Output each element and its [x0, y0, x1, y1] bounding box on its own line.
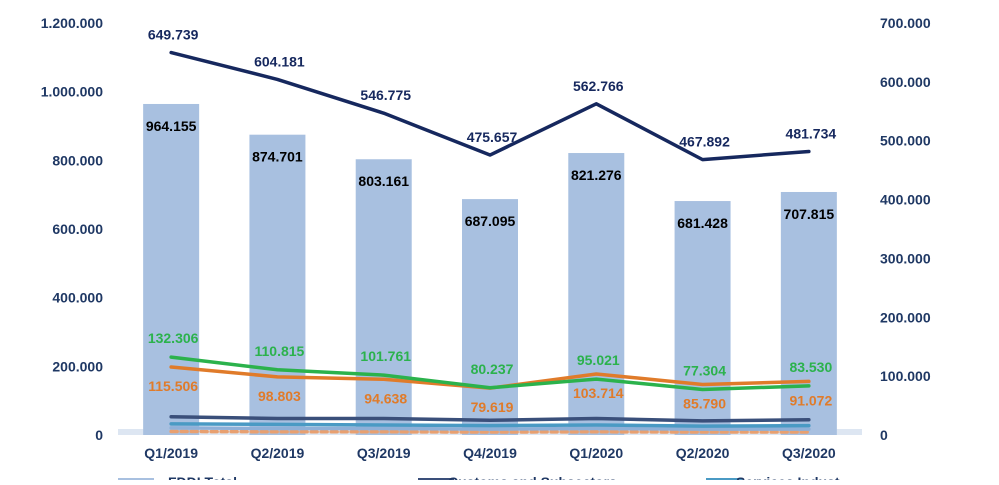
x-axis-tick-label: Q1/2019 — [144, 445, 198, 461]
line-data-label: 85.790 — [683, 396, 726, 412]
bar-data-label: 964.155 — [146, 118, 197, 134]
x-axis-tick-label: Q1/2020 — [569, 445, 623, 461]
legend-entry: FDDI Total — [168, 474, 237, 480]
right-axis-tick-label: 300.000 — [880, 250, 931, 266]
line-data-label: 98.803 — [258, 388, 301, 404]
bar — [568, 153, 625, 436]
x-axis-tick-label: Q2/2019 — [251, 445, 305, 461]
bar-data-label: 681.428 — [677, 215, 728, 231]
right-axis-tick-label: 0 — [880, 427, 888, 443]
line-data-label: 79.619 — [471, 399, 514, 415]
right-axis-tick-label: 400.000 — [880, 192, 931, 208]
x-axis-tick-label: Q3/2020 — [782, 445, 836, 461]
x-axis-tick-label: Q3/2019 — [357, 445, 411, 461]
line-data-label: 115.506 — [148, 378, 198, 394]
bar-data-label: 803.161 — [358, 173, 409, 189]
left-axis-tick-label: 600.000 — [52, 221, 103, 237]
bar-data-label: 707.815 — [784, 206, 835, 222]
line-data-label: 94.638 — [364, 390, 407, 406]
bar — [355, 159, 412, 436]
bar — [780, 191, 837, 435]
bar — [462, 199, 518, 435]
line-data-label: 562.766 — [573, 78, 624, 94]
line-data-label: 481.734 — [786, 125, 837, 141]
right-axis-tick-label: 200.000 — [880, 309, 931, 325]
bar-data-label: 687.095 — [465, 213, 516, 229]
left-axis-tick-label: 800.000 — [52, 152, 103, 168]
line-data-label: 77.304 — [683, 363, 726, 379]
left-axis-tick-label: 0 — [95, 427, 103, 443]
series-line — [169, 426, 811, 431]
bar-data-label: 874.701 — [252, 149, 303, 165]
legend-entry: Customs and Subsectors — [448, 474, 617, 480]
line-data-label: 467.892 — [679, 134, 730, 150]
series-line — [169, 355, 811, 392]
right-axis-tick-label: 100.000 — [880, 368, 931, 384]
x-axis-tick-label: Q2/2020 — [676, 445, 730, 461]
series-line — [169, 50, 811, 162]
line-data-label: 475.657 — [467, 129, 518, 145]
line-data-label: 95.021 — [577, 352, 620, 368]
series-line — [169, 415, 811, 423]
line-data-label: 649.739 — [148, 27, 199, 43]
line-data-label: 604.181 — [254, 53, 305, 69]
right-axis-tick-label: 500.000 — [880, 133, 931, 149]
line-data-label: 91.072 — [789, 392, 832, 408]
line-data-label: 83.530 — [789, 359, 832, 375]
line-data-label: 80.237 — [471, 361, 514, 377]
right-axis-tick-label: 700.000 — [880, 15, 931, 31]
series-line — [169, 429, 811, 434]
left-axis-tick-label: 200.000 — [52, 358, 103, 374]
bar — [249, 134, 306, 436]
bar-data-label: 821.276 — [571, 167, 622, 183]
legend-entry: Services Indust... — [736, 474, 851, 480]
line-data-label: 546.775 — [360, 87, 411, 103]
line-data-label: 110.815 — [255, 343, 305, 359]
right-axis-tick-label: 600.000 — [880, 74, 931, 90]
left-axis-tick-label: 400.000 — [52, 290, 103, 306]
series-line — [169, 422, 811, 428]
left-axis-tick-label: 1.200.000 — [41, 15, 103, 31]
x-axis-tick-label: Q4/2019 — [463, 445, 517, 461]
line-data-label: 132.306 — [148, 330, 199, 346]
bar — [674, 201, 731, 435]
left-axis-tick-label: 1.000.000 — [41, 84, 103, 100]
line-data-label: 103.714 — [573, 385, 624, 401]
bar — [143, 103, 200, 435]
line-data-label: 101.761 — [360, 348, 411, 364]
